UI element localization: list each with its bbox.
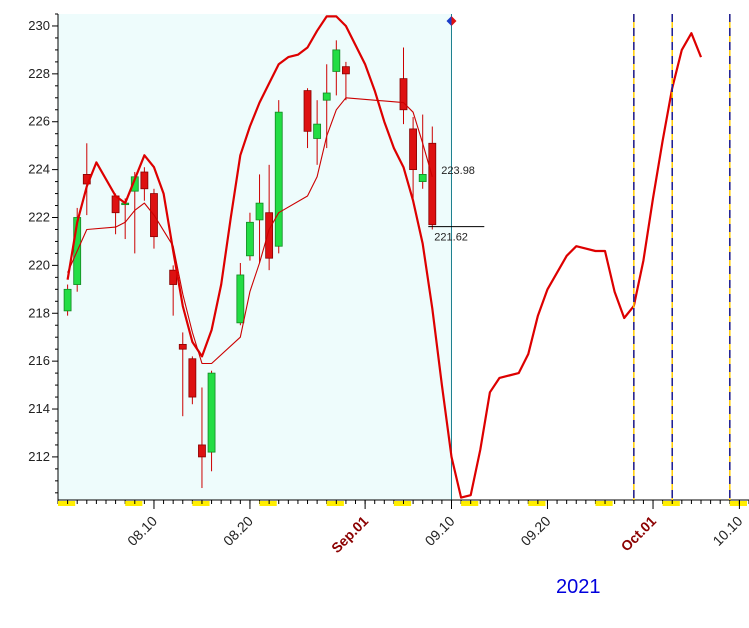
candle-up xyxy=(313,123,322,139)
weekend-marker xyxy=(125,501,143,506)
series-layer xyxy=(66,15,703,499)
x-tick-label: 08.20 xyxy=(220,513,256,549)
candle-up xyxy=(418,174,427,182)
weekend-marker xyxy=(461,501,479,506)
y-tick-label: 212 xyxy=(28,449,50,464)
weekend-marker xyxy=(326,501,344,506)
candle-down xyxy=(178,343,187,350)
x-tick-label: 08.10 xyxy=(124,513,160,549)
candle-down xyxy=(409,128,417,171)
candle-up xyxy=(332,49,341,72)
marker-layer xyxy=(633,14,731,500)
weekend-marker xyxy=(58,501,76,506)
y-tick-label: 214 xyxy=(28,401,50,416)
y-tick-label: 216 xyxy=(28,353,50,368)
diamond-marker-left xyxy=(446,16,452,26)
x-tick-label: Oct.01 xyxy=(618,513,660,555)
weekend-marker xyxy=(393,501,412,506)
label-layer: 223.98 221.62 xyxy=(428,16,485,244)
candle-down xyxy=(399,78,408,111)
history-region xyxy=(58,14,452,500)
y-tick-label: 224 xyxy=(28,162,50,177)
plot-background xyxy=(58,14,452,500)
weekend-marker xyxy=(595,501,613,506)
x-tick-label: 09.10 xyxy=(422,513,458,549)
moving-average-line xyxy=(67,97,433,365)
price-annotation: 223.98 xyxy=(441,165,475,177)
year-label: 2021 xyxy=(556,576,601,598)
candle-up xyxy=(255,202,264,221)
candle-down xyxy=(140,171,149,190)
y-tick-label: 228 xyxy=(28,66,50,81)
x-tick-label: 09.20 xyxy=(517,513,553,549)
candle-up xyxy=(207,372,216,453)
candle-down xyxy=(265,212,274,259)
y-tick-label: 220 xyxy=(28,257,50,272)
y-tick-label: 222 xyxy=(28,209,50,224)
x-tick-label: 10.10 xyxy=(709,513,745,549)
candle-up xyxy=(322,92,331,101)
x-tick-label: Sep.01 xyxy=(328,513,371,556)
candle-up xyxy=(236,274,245,324)
weekend-marker xyxy=(259,501,277,506)
diamond-marker-right xyxy=(451,16,457,26)
weekend-marker xyxy=(528,501,546,506)
candle-down xyxy=(428,142,437,226)
weekend-marker xyxy=(662,501,680,506)
candle-up xyxy=(246,221,254,257)
candle-down xyxy=(303,90,312,132)
candle-down xyxy=(188,358,197,398)
candle-down xyxy=(198,444,206,458)
price-annotation: 221.62 xyxy=(434,232,468,244)
y-tick-label: 230 xyxy=(28,18,50,33)
candle-down xyxy=(342,66,350,75)
weekend-marker xyxy=(729,501,747,506)
forecast-line xyxy=(66,15,703,499)
y-tick-label: 226 xyxy=(28,114,50,129)
candle-up xyxy=(274,111,283,247)
y-tick-label: 218 xyxy=(28,305,50,320)
weekend-marker xyxy=(192,501,210,506)
candle-up xyxy=(63,288,72,312)
candle-down xyxy=(169,269,178,285)
